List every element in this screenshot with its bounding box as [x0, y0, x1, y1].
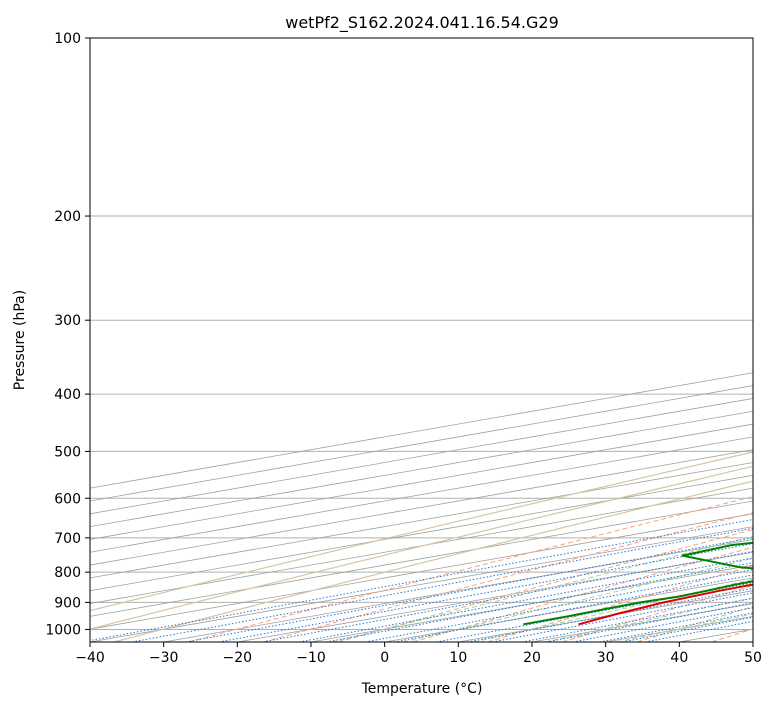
y-tick-label: 700 [54, 531, 81, 547]
x-tick-label: −30 [149, 650, 179, 666]
plot-area: 0.10.20.40.611.52346810131620253036-100-… [89, 37, 754, 643]
isotherm-line [90, 526, 753, 642]
plot-background [90, 38, 753, 642]
isotherm-line [90, 487, 753, 604]
dry-adiabat-cold [113, 480, 753, 642]
dry-adiabat [562, 585, 753, 642]
y-tick-label: 400 [54, 387, 81, 403]
mixing-ratio-line [365, 569, 753, 642]
mixing-ratio-layer [90, 518, 753, 642]
plot-frame [89, 37, 754, 643]
y-axis-label: Pressure (hPa) [12, 290, 28, 390]
chart-title: wetPf2_S162.2024.041.16.54.G29 [285, 13, 559, 33]
isotherm-line [90, 462, 753, 579]
x-tick-label: −20 [223, 650, 253, 666]
y-tick-label: 300 [54, 313, 81, 329]
isotherm-line [90, 513, 753, 630]
y-tick-label: 500 [54, 444, 81, 460]
mixing-ratio-line [572, 607, 753, 642]
x-tick-label: 10 [449, 650, 467, 666]
dry-adiabat [188, 496, 753, 642]
dry-adiabat-cold [90, 451, 753, 612]
y-tick-label: 1000 [45, 622, 81, 638]
isotherm-line [163, 539, 753, 642]
x-tick-label: 40 [670, 650, 688, 666]
mixing-ratio-line [218, 543, 753, 642]
x-tick-label: −40 [75, 650, 105, 666]
mixing-ratio-line [299, 557, 753, 642]
mixing-ratio-line [326, 562, 753, 642]
dry-adiabat [412, 546, 753, 642]
x-tick-label: 30 [597, 650, 615, 666]
y-tick-label: 900 [54, 595, 81, 611]
isotherm-line [90, 436, 753, 553]
y-tick-label: 800 [54, 565, 81, 581]
mixing-ratio-line [262, 550, 753, 642]
dry-adiabat [263, 512, 753, 642]
mixing-ratio-line [599, 612, 753, 642]
x-axis-ticks: −40 −30 −20 −10 0 10 20 30 40 50 [75, 642, 762, 666]
y-tick-label: 200 [54, 209, 81, 225]
isotherm-line [90, 449, 753, 566]
isotherm-line [90, 500, 753, 617]
x-tick-label: 50 [744, 650, 762, 666]
x-tick-label: −10 [296, 650, 326, 666]
dry-adiabat-cold [90, 465, 753, 630]
y-tick-label: 600 [54, 491, 81, 507]
mixing-ratio-line [131, 527, 753, 642]
x-tick-label: 20 [523, 650, 541, 666]
y-tick-label: 100 [54, 31, 81, 47]
x-axis-label: Temperature (°C) [361, 681, 483, 697]
y-axis-ticks: 100 200 300 400 500 600 700 800 900 1000 [45, 31, 90, 638]
x-tick-label: 0 [380, 650, 389, 666]
